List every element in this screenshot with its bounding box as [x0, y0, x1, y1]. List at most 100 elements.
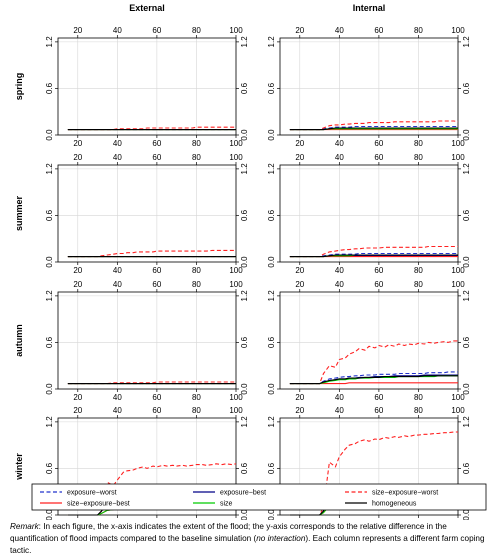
x-tick-label-top: 100 [229, 26, 243, 35]
x-tick-label: 80 [192, 266, 201, 275]
series-line-homogeneous [289, 127, 458, 131]
x-tick-label: 20 [295, 519, 304, 520]
x-tick-label-top: 80 [414, 280, 423, 289]
x-tick-label: 60 [374, 393, 383, 402]
remark-italic: no interaction [256, 534, 306, 543]
y-tick-label-right: 0.6 [240, 82, 249, 94]
x-tick-label: 60 [152, 139, 161, 148]
x-tick-label-top: 100 [451, 280, 465, 289]
x-tick-label-top: 20 [73, 406, 82, 415]
y-tick-label-right: 0.6 [462, 336, 471, 348]
y-tick-label-right: 1.2 [240, 290, 249, 302]
x-tick-label-top: 100 [451, 26, 465, 35]
series-line-size-exposure-worst [289, 245, 458, 258]
x-tick-label-top: 100 [229, 280, 243, 289]
legend-label-size-exposure-best: size−exposure−best [67, 501, 130, 508]
y-tick-label: 0.6 [45, 209, 54, 221]
x-tick-label: 20 [295, 266, 304, 275]
x-tick-label: 40 [113, 519, 122, 520]
x-tick-label-top: 60 [152, 26, 161, 35]
legend-label-exposure-best: exposure−best [220, 490, 266, 497]
x-tick-label-top: 80 [414, 406, 423, 415]
y-tick-label: 0.6 [267, 82, 276, 94]
y-tick-label: 0.0 [267, 383, 276, 395]
y-tick-label-right: 1.2 [462, 290, 471, 302]
y-tick-label-right: 0.6 [462, 82, 471, 94]
x-tick-label: 80 [192, 519, 201, 520]
x-tick-label-top: 20 [73, 26, 82, 35]
y-tick-label: 0.0 [45, 129, 54, 141]
remark-text-part2: ). Each column represents a different fa… [10, 534, 485, 555]
x-tick-label: 100 [229, 139, 243, 148]
y-tick-label-right: 0.6 [240, 336, 249, 348]
y-tick-label-right: 1.2 [462, 36, 471, 48]
x-tick-label-top: 80 [192, 280, 201, 289]
y-tick-label-right: 0.0 [240, 256, 249, 268]
x-tick-label-top: 40 [335, 280, 344, 289]
x-tick-label-top: 80 [192, 153, 201, 162]
series-line-size-exposure-worst [67, 463, 237, 516]
x-tick-label-top: 80 [414, 153, 423, 162]
remark-text-part1: : In each figure, the x-axis indicates t… [10, 522, 447, 543]
y-tick-label: 0.6 [267, 462, 276, 474]
x-tick-label: 60 [152, 519, 161, 520]
row-label-spring: spring [14, 73, 24, 101]
x-tick-label: 80 [192, 393, 201, 402]
column-title-external: External [129, 3, 165, 13]
y-tick-label-right: 0.0 [240, 129, 249, 141]
y-tick-label: 0.0 [267, 256, 276, 268]
x-tick-label: 100 [229, 393, 243, 402]
series-line-exposure-worst [289, 252, 458, 258]
x-tick-label-top: 40 [113, 26, 122, 35]
row-label-winter: winter [14, 453, 24, 481]
x-tick-label: 80 [414, 519, 423, 520]
plot-frame [279, 417, 459, 516]
x-tick-label: 80 [192, 139, 201, 148]
legend-label-size-exposure-worst: size−exposure−worst [372, 490, 438, 497]
y-tick-label: 0.0 [45, 509, 54, 520]
x-tick-label: 100 [229, 519, 243, 520]
y-tick-label: 1.2 [267, 36, 276, 48]
plot-frame [57, 417, 237, 516]
plot-frame [279, 37, 459, 136]
x-tick-label-top: 20 [295, 280, 304, 289]
x-tick-label-top: 20 [73, 280, 82, 289]
plot-frame [57, 37, 237, 136]
y-tick-label: 0.0 [45, 383, 54, 395]
x-tick-label: 40 [335, 519, 344, 520]
series-line-homogeneous [289, 375, 458, 385]
x-tick-label: 40 [113, 393, 122, 402]
series-line-exposure-worst [289, 125, 458, 131]
x-tick-label: 40 [335, 393, 344, 402]
x-tick-label-top: 20 [295, 153, 304, 162]
x-tick-label-top: 100 [451, 406, 465, 415]
x-tick-label-top: 40 [113, 280, 122, 289]
series-line-size-exposure-best [289, 382, 458, 385]
plot-frame [57, 291, 237, 390]
y-tick-label-right: 0.6 [462, 462, 471, 474]
series-line-size-exposure-worst [289, 120, 459, 131]
y-tick-label: 1.2 [45, 290, 54, 302]
y-tick-label-right: 0.6 [240, 209, 249, 221]
x-tick-label-top: 40 [113, 406, 122, 415]
x-tick-label-top: 20 [295, 406, 304, 415]
y-tick-label: 1.2 [267, 163, 276, 175]
legend-label-size: size [220, 501, 233, 508]
y-tick-label-right: 1.2 [240, 416, 249, 428]
x-tick-label-top: 80 [192, 406, 201, 415]
x-tick-label: 20 [73, 393, 82, 402]
y-tick-label-right: 0.0 [462, 509, 471, 520]
x-tick-label: 100 [229, 266, 243, 275]
y-tick-label: 0.6 [267, 209, 276, 221]
x-tick-label: 40 [113, 266, 122, 275]
x-tick-label-top: 60 [152, 280, 161, 289]
y-tick-label: 0.0 [267, 509, 276, 520]
y-tick-label: 0.0 [267, 129, 276, 141]
y-tick-label-right: 0.0 [462, 129, 471, 141]
x-tick-label: 80 [414, 393, 423, 402]
x-tick-label: 100 [451, 519, 465, 520]
y-tick-label: 0.0 [45, 256, 54, 268]
y-tick-label-right: 1.2 [240, 163, 249, 175]
x-tick-label-top: 60 [374, 26, 383, 35]
x-tick-label-top: 60 [152, 406, 161, 415]
